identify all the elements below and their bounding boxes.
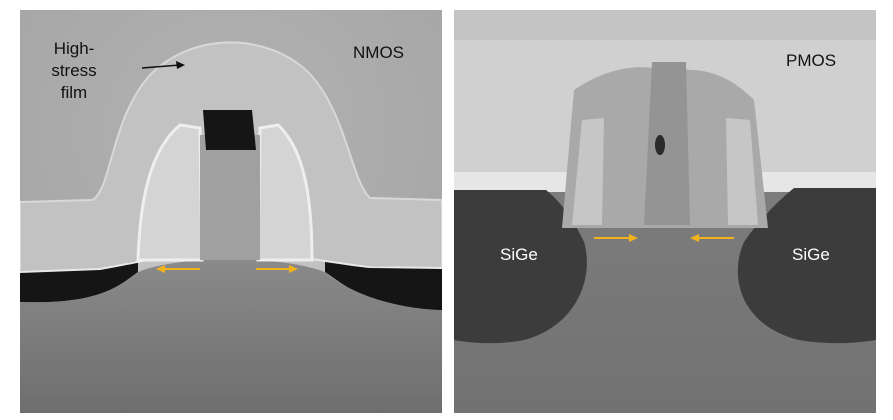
nmos-tem-image: [20, 10, 442, 413]
pmos-strain-arrowhead-left: [629, 234, 638, 242]
sige-region-right: [737, 188, 876, 344]
sige-region-left: [454, 190, 587, 344]
pmos-strain-arrowhead-right: [690, 234, 699, 242]
sige-label-right: SiGe: [792, 245, 830, 264]
pmos-gate-void: [655, 135, 665, 155]
nmos-strain-arrowhead-right: [289, 265, 298, 273]
pmos-tem-image: [454, 10, 876, 413]
nmos-label: NMOS: [353, 43, 404, 62]
pmos-top-band: [454, 10, 876, 40]
high-stress-film-label: High- stress film: [34, 38, 114, 104]
pmos-spacer-right: [726, 118, 758, 225]
nmos-substrate: [20, 259, 442, 413]
nmos-spacer-left: [136, 123, 204, 262]
nmos-spacer-right: [256, 123, 314, 262]
nmos-void-right: [325, 261, 442, 310]
pmos-gate: [644, 62, 690, 225]
film-label-line-3: film: [60, 83, 88, 102]
film-label-line-1: High-: [53, 39, 95, 58]
nmos-strain-arrowhead-left: [156, 265, 165, 273]
nmos-micrograph: High- stress film NMOS: [20, 10, 442, 413]
pmos-micrograph: PMOS SiGe SiGe: [454, 10, 876, 413]
nmos-gate-silicide: [203, 110, 256, 150]
film-pointer-line: [141, 64, 181, 69]
sige-label-left: SiGe: [500, 245, 538, 264]
film-label-line-2: stress: [51, 61, 97, 80]
pmos-label: PMOS: [786, 51, 837, 70]
film-pointer-arrowhead: [176, 61, 185, 69]
pmos-spacer-left: [572, 118, 604, 225]
nmos-gate: [200, 135, 260, 260]
